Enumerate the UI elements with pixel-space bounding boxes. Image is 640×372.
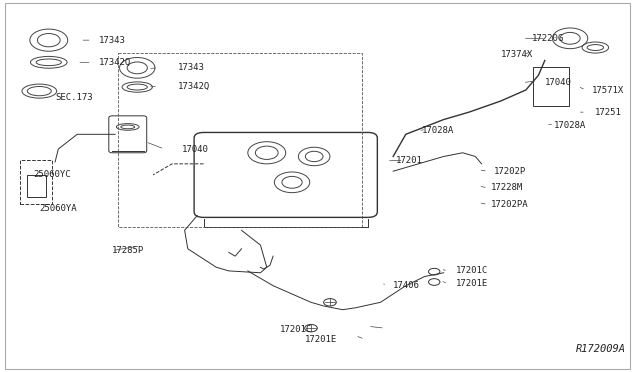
Text: 17374X: 17374X [500, 51, 533, 60]
Text: 25060YC: 25060YC [33, 170, 70, 179]
Text: SEC.173: SEC.173 [55, 93, 93, 102]
Text: 17285P: 17285P [112, 246, 144, 255]
Text: 17201: 17201 [396, 155, 423, 165]
Bar [27, 175, 45, 197]
Text: 17202PA: 17202PA [491, 200, 529, 209]
Text: 17201C: 17201C [456, 266, 488, 275]
Text: 17202P: 17202P [494, 167, 527, 176]
Text: 17028A: 17028A [422, 126, 454, 135]
Bar [20, 160, 52, 205]
Text: 17343: 17343 [99, 36, 126, 45]
Text: 17228M: 17228M [491, 183, 524, 192]
Text: 17343: 17343 [179, 63, 205, 72]
Text: 17028A: 17028A [554, 121, 586, 129]
Text: 17342Q: 17342Q [99, 58, 132, 67]
Text: 17201E: 17201E [456, 279, 488, 288]
Text: 25060YA: 25060YA [39, 203, 77, 213]
Text: 17571X: 17571X [592, 86, 625, 94]
Text: 17201E: 17201E [305, 335, 337, 344]
Text: 17201C: 17201C [280, 326, 312, 334]
Text: 17251: 17251 [595, 108, 622, 117]
Text: 17040: 17040 [545, 78, 572, 87]
Text: 17220G: 17220G [532, 34, 564, 43]
Text: 17342Q: 17342Q [179, 82, 211, 91]
Text: 17040: 17040 [182, 145, 209, 154]
Text: 17406: 17406 [393, 281, 420, 290]
Text: R172009A: R172009A [577, 344, 627, 354]
